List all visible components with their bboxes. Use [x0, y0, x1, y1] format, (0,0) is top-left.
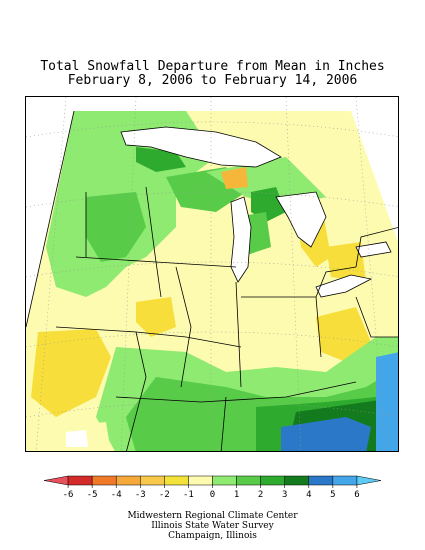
title-line-2: February 8, 2006 to February 14, 2006 [67, 73, 358, 88]
color-legend: -6 -5 -4 -3 -2 -1 0 1 2 3 4 5 6 [0, 470, 425, 510]
region-orange-lake-sup [221, 167, 248, 189]
map-frame [25, 96, 399, 452]
credit-line-3: Champaign, Illinois [168, 531, 257, 541]
region-yellow-missouri [136, 297, 176, 337]
region-yellow-ne-corner [326, 242, 366, 282]
map-title: Total Snowfall Departure from Mean in In… [0, 60, 425, 88]
credits: Midwestern Regional Climate Center Illin… [0, 511, 425, 541]
lake-huron [276, 192, 326, 247]
lake-michigan [231, 197, 251, 282]
legend-tick-label: -6 [63, 490, 74, 500]
legend-tick-label: -1 [183, 490, 194, 500]
legend-swatch [308, 475, 334, 486]
credit-line-1: Midwestern Regional Climate Center [127, 511, 298, 521]
credit-line-2: Illinois State Water Survey [151, 521, 274, 531]
map-outside-right [351, 97, 398, 242]
lake-erie [316, 275, 371, 297]
legend-tick-label: 6 [354, 490, 359, 500]
lat-lon-grid [26, 97, 398, 451]
legend-tick-label: 1 [234, 490, 239, 500]
lake-outlines [120, 126, 392, 298]
legend-swatch [164, 475, 189, 486]
legend-swatch [332, 475, 358, 486]
legend-swatch [140, 475, 165, 486]
legend-swatch [260, 475, 285, 486]
legend-swatch [91, 475, 117, 486]
legend-swatch [356, 475, 382, 486]
legend-tick-label: 2 [258, 490, 263, 500]
legend-tick-label: -4 [111, 490, 122, 500]
legend-swatch [188, 475, 213, 486]
region-white-sw-corner [66, 430, 88, 447]
legend-swatch [236, 475, 261, 486]
state-boundaries [26, 110, 398, 451]
legend-swatch [67, 475, 93, 486]
legend-tick-label: -3 [135, 490, 146, 500]
legend-tick-label: -5 [87, 490, 98, 500]
legend-tick-label: 3 [282, 490, 287, 500]
title-line-1: Total Snowfall Departure from Mean in In… [40, 59, 385, 74]
legend-swatch [212, 475, 237, 486]
legend-swatch [284, 475, 310, 486]
region-yellow-ohio [316, 307, 371, 362]
legend-swatch [43, 475, 69, 486]
legend-swatch [115, 475, 141, 486]
map-outside-left [26, 97, 74, 327]
region-light-blue-east [376, 352, 398, 451]
legend-tick-label: 5 [330, 490, 335, 500]
region-yellow-west [31, 329, 111, 417]
lake-superior [121, 127, 281, 167]
legend-tick-label: 4 [306, 490, 311, 500]
legend-svg: -6 -5 -4 -3 -2 -1 0 1 2 3 4 5 6 [43, 475, 382, 500]
region-blue-southeast [281, 417, 371, 451]
snowfall-map [26, 97, 398, 451]
legend-tick-label: 0 [210, 490, 215, 500]
legend-tick-label: -2 [159, 490, 170, 500]
